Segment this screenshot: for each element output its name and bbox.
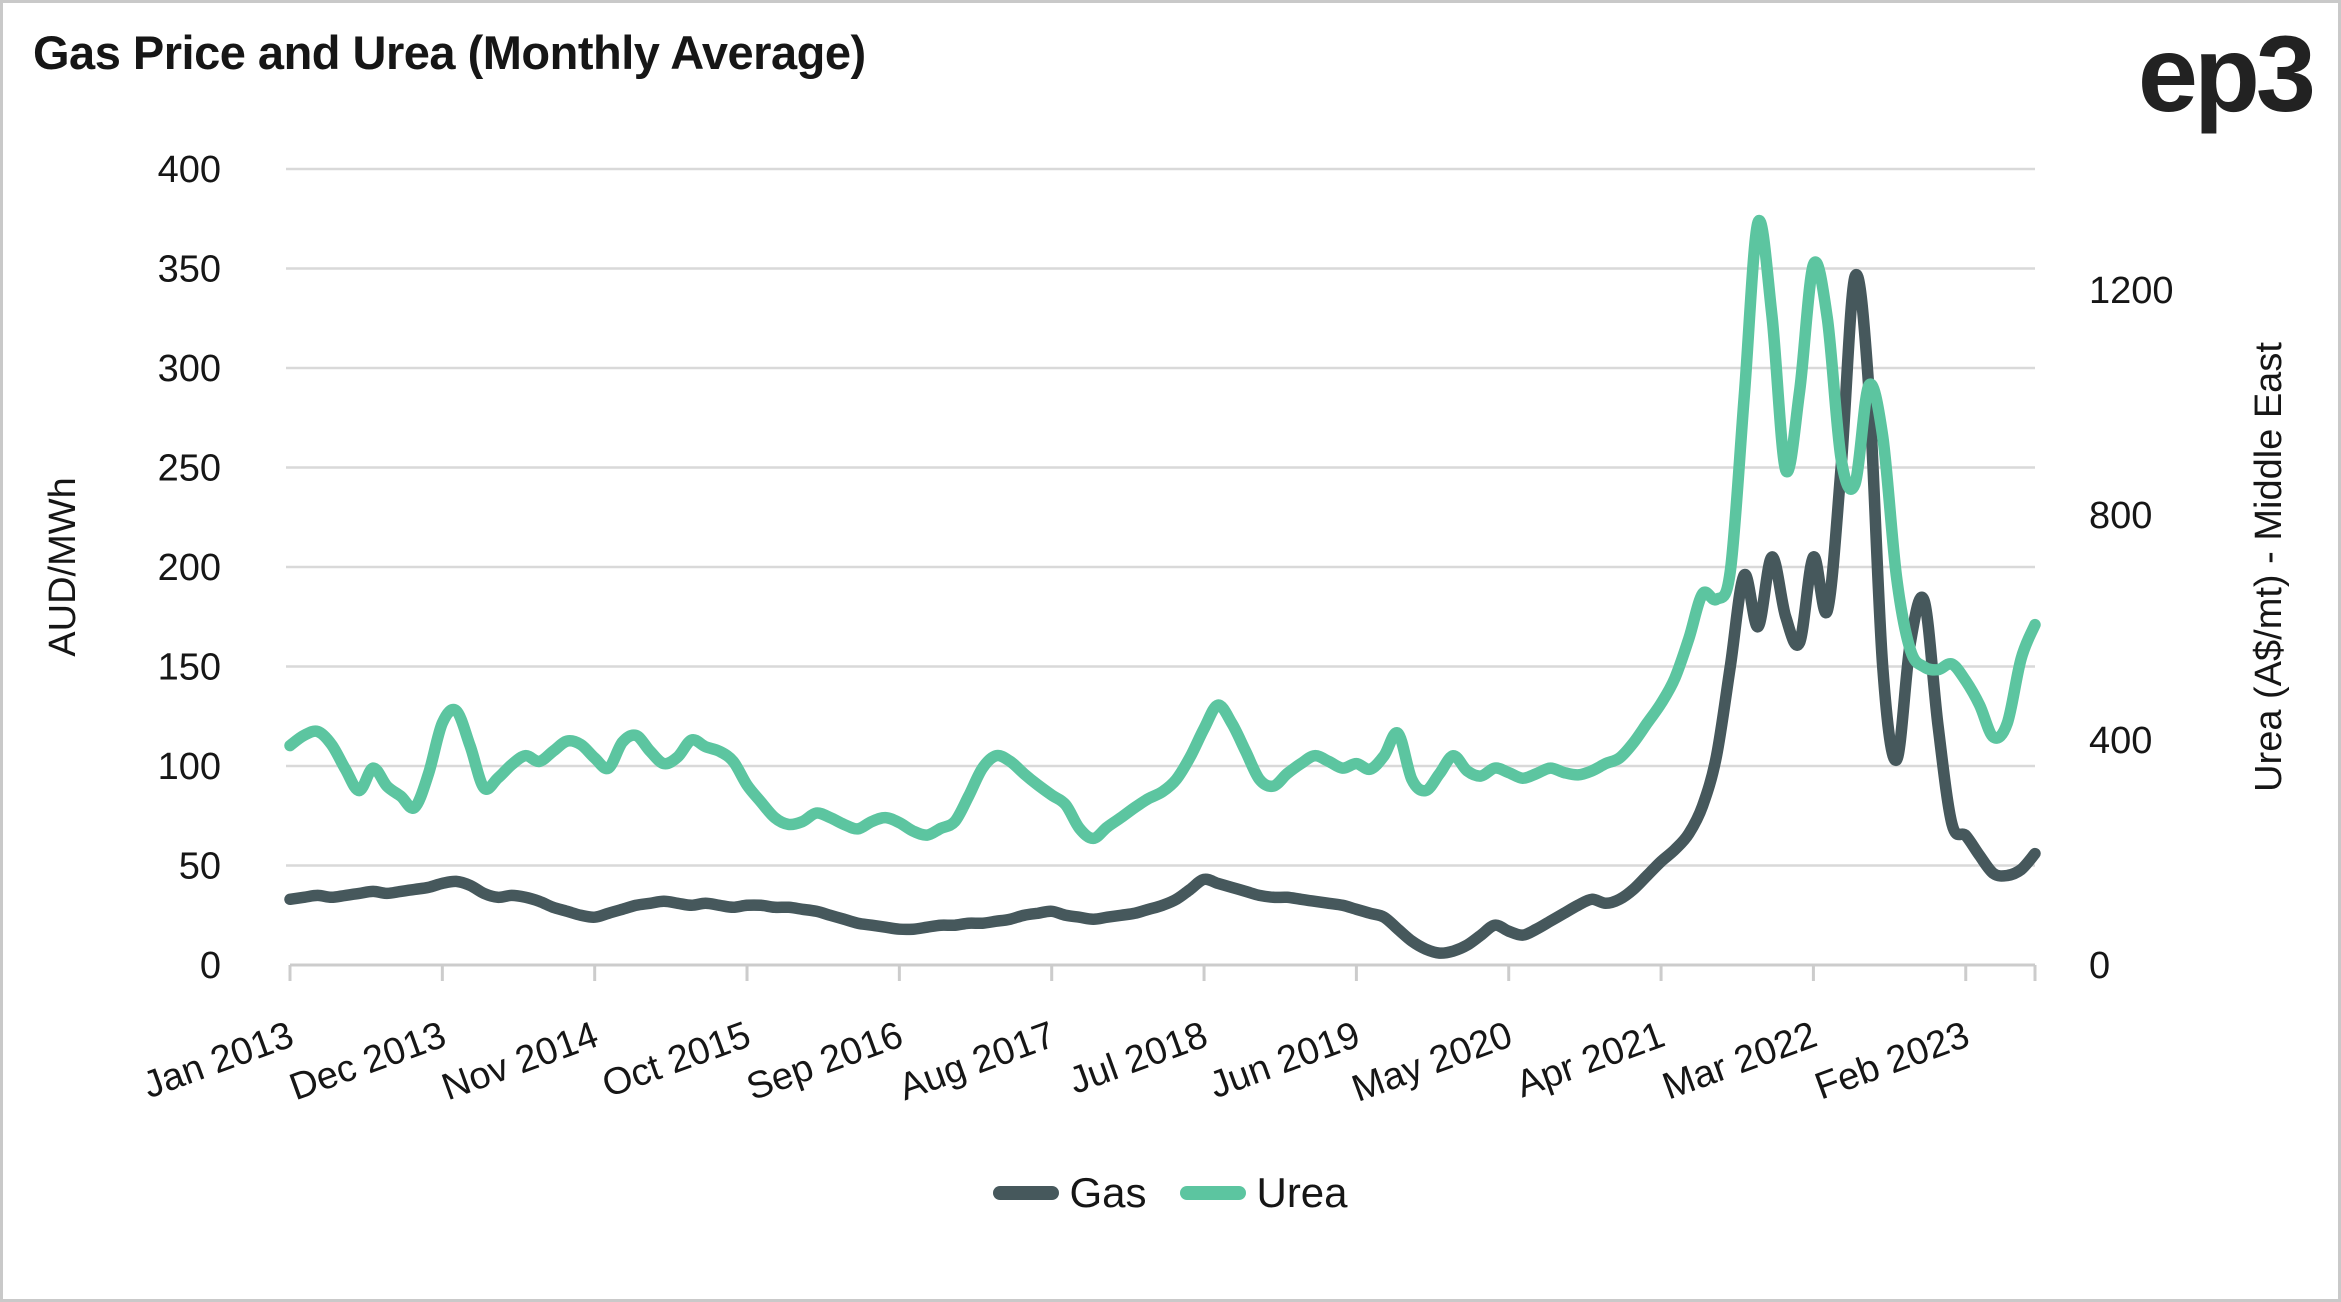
x-tick-label-Dec 2013: Dec 2013 [284,1014,451,1109]
x-tick-label-Apr 2021: Apr 2021 [1511,1014,1670,1106]
chart-title: Gas Price and Urea (Monthly Average) [33,26,866,79]
x-tick-label-Aug 2017: Aug 2017 [894,1014,1061,1109]
x-tick-label-May 2020: May 2020 [1347,1014,1518,1111]
left-axis-tick-250: 250 [158,448,221,490]
left-axis-tick-300: 300 [158,348,221,390]
x-tick-label-Oct 2015: Oct 2015 [597,1014,756,1106]
left-axis-tick-50: 50 [179,846,221,888]
ep3-logo: ep3 [2137,13,2316,134]
legend-item-urea: Urea [1180,1169,1348,1217]
right-axis-tick-400: 400 [2089,720,2152,762]
x-tick-label-Jul 2018: Jul 2018 [1064,1014,1213,1103]
gas-line [284,268,2041,959]
left-axis-tick-100: 100 [158,746,221,788]
left-axis-tick-150: 150 [158,647,221,689]
line-chart: 0 50 100 150 200 250 300 350 400 0 400 800 1200 Jan 2… [42,149,2290,1111]
x-tick-label-Jun 2019: Jun 2019 [1204,1014,1365,1107]
x-tick-label-Feb 2023: Feb 2023 [1810,1014,1975,1108]
urea-line [284,214,2041,845]
x-tick-label-Jan 2013: Jan 2013 [138,1014,299,1107]
x-tick-label-Mar 2022: Mar 2022 [1657,1014,1822,1108]
right-axis-title: Urea (A$/mt) - Middle East [2248,342,2290,792]
right-axis-tick-1200: 1200 [2089,270,2174,312]
right-axis-tick-800: 800 [2089,495,2152,537]
x-tick-label-Nov 2014: Nov 2014 [437,1014,604,1109]
left-axis-tick-400: 400 [158,149,221,191]
left-axis-tick-0: 0 [200,945,221,987]
legend-label-urea: Urea [1256,1169,1348,1216]
urea-line-swatch [1180,1186,1247,1200]
chart-legend: Gas Urea [3,1169,2338,1217]
left-axis-tick-350: 350 [158,249,221,291]
x-tick-label-Sep 2016: Sep 2016 [741,1014,908,1109]
legend-item-gas: Gas [993,1169,1146,1217]
right-axis-tick-0: 0 [2089,945,2110,987]
legend-label-gas: Gas [1069,1169,1147,1216]
left-axis-tick-200: 200 [158,547,221,589]
left-axis-title: AUD/MWh [42,477,84,656]
gas-line-swatch [993,1186,1060,1200]
